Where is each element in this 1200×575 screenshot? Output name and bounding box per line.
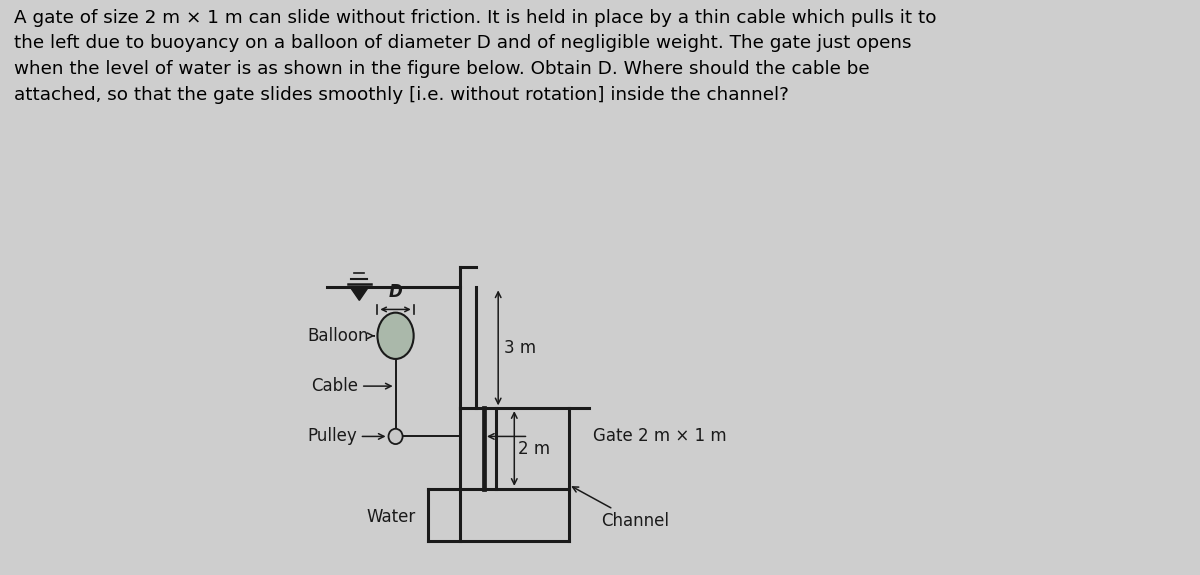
Ellipse shape [378,313,414,359]
Text: A gate of size 2 m × 1 m can slide without friction. It is held in place by a th: A gate of size 2 m × 1 m can slide witho… [14,9,937,103]
Text: Channel: Channel [572,487,668,530]
Text: 3 m: 3 m [504,339,536,357]
Text: Balloon: Balloon [307,327,374,345]
Text: 2 m: 2 m [518,439,551,458]
Text: Pulley: Pulley [307,427,384,446]
Text: Cable: Cable [311,377,391,395]
Text: Gate 2 m × 1 m: Gate 2 m × 1 m [593,427,726,446]
Polygon shape [350,288,368,300]
Text: D: D [389,282,402,301]
Ellipse shape [389,429,402,444]
Text: Water: Water [367,508,416,526]
